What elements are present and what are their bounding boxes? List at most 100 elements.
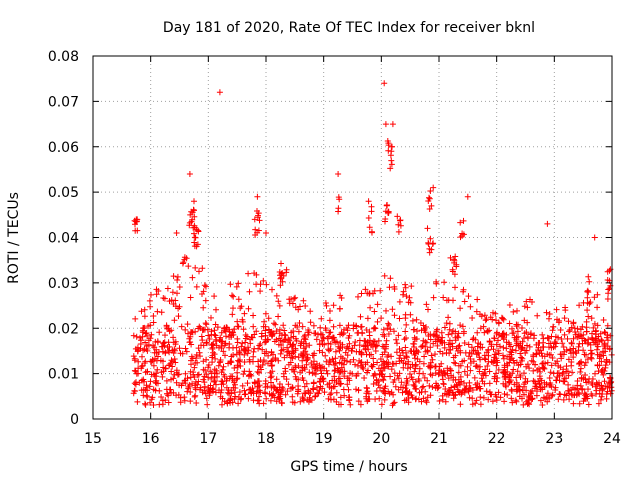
data-point	[590, 324, 597, 331]
data-point	[195, 378, 202, 385]
data-point	[147, 399, 153, 406]
data-point	[374, 359, 381, 366]
data-point	[311, 330, 318, 337]
data-point	[275, 341, 282, 348]
data-point	[228, 353, 235, 360]
data-point	[347, 401, 354, 408]
data-point	[192, 234, 199, 241]
data-point	[203, 283, 209, 290]
data-point	[150, 342, 156, 349]
data-point	[278, 260, 284, 267]
data-point	[506, 320, 513, 327]
data-point	[295, 388, 302, 395]
data-point	[403, 321, 410, 328]
data-point	[423, 301, 430, 308]
data-point	[483, 316, 490, 323]
data-point	[299, 395, 306, 402]
data-point	[397, 217, 404, 224]
data-point	[275, 298, 282, 305]
data-point	[281, 354, 288, 361]
data-point	[539, 331, 546, 338]
data-point	[423, 397, 429, 404]
data-point	[523, 329, 530, 336]
data-point	[339, 331, 346, 338]
data-point	[425, 306, 431, 313]
data-point	[412, 350, 419, 357]
data-point	[182, 380, 189, 387]
data-point	[371, 338, 378, 345]
data-point	[480, 394, 487, 401]
data-point	[468, 350, 475, 357]
data-point	[482, 317, 489, 324]
data-point	[229, 311, 236, 318]
data-point	[316, 347, 323, 354]
data-point	[261, 318, 268, 325]
data-point	[596, 390, 603, 397]
data-point	[518, 345, 525, 352]
data-point	[482, 366, 489, 373]
data-point	[370, 361, 377, 368]
data-point	[457, 373, 464, 380]
y-tick-label: 0	[70, 412, 79, 428]
data-point	[384, 325, 391, 332]
data-point	[477, 385, 484, 392]
data-point	[228, 359, 235, 366]
data-point	[285, 381, 292, 388]
data-point	[590, 339, 597, 346]
data-point	[327, 341, 334, 347]
data-point	[567, 346, 574, 353]
data-point	[357, 401, 364, 408]
data-point	[440, 380, 447, 387]
data-point	[377, 384, 383, 391]
data-point	[130, 332, 137, 339]
data-point	[370, 381, 377, 387]
data-point	[482, 372, 489, 379]
data-point	[297, 303, 303, 310]
data-point	[316, 341, 323, 348]
data-point	[182, 370, 189, 377]
data-point	[308, 397, 315, 404]
data-point	[198, 342, 204, 349]
data-point	[350, 325, 357, 332]
data-point	[593, 327, 600, 334]
data-point	[432, 351, 438, 358]
data-point	[358, 290, 365, 297]
data-point	[352, 339, 359, 345]
data-point	[600, 348, 606, 355]
data-point	[269, 392, 276, 399]
data-point	[461, 389, 468, 396]
data-point	[600, 317, 607, 323]
data-point	[430, 332, 437, 339]
data-point	[403, 382, 410, 388]
data-point	[473, 362, 480, 369]
data-point	[292, 345, 299, 352]
data-point	[568, 362, 575, 369]
data-point	[156, 329, 163, 336]
data-point	[560, 396, 567, 403]
data-point	[324, 381, 331, 388]
data-point	[228, 390, 235, 397]
data-point	[514, 328, 521, 335]
data-point	[510, 366, 517, 373]
data-point	[530, 352, 537, 358]
data-point	[178, 382, 185, 389]
data-point	[205, 332, 212, 339]
data-point	[241, 310, 248, 317]
data-point	[237, 363, 244, 369]
data-point	[165, 339, 172, 346]
data-point	[554, 374, 561, 380]
data-point	[142, 400, 148, 407]
data-point	[594, 346, 600, 353]
data-point	[152, 379, 159, 386]
data-point	[158, 369, 165, 376]
data-point	[474, 296, 481, 303]
data-point	[412, 355, 418, 362]
data-point	[495, 332, 502, 338]
data-point	[278, 399, 285, 406]
data-point	[521, 303, 528, 310]
data-point	[169, 289, 176, 296]
data-point	[570, 319, 577, 326]
data-point	[135, 358, 142, 365]
data-point	[235, 357, 242, 364]
